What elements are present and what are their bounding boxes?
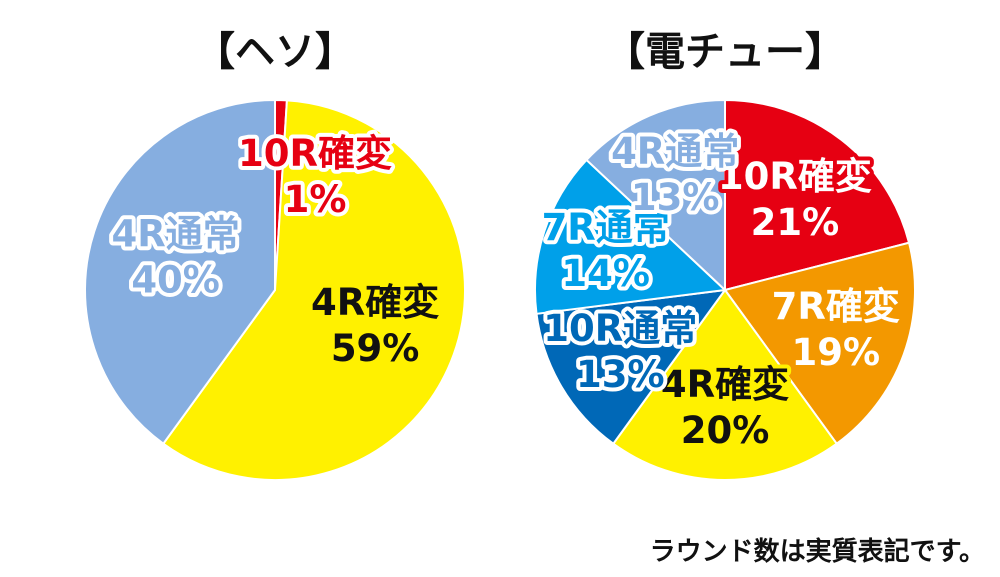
denchu-slice-5-label: 7R通常 bbox=[542, 206, 670, 249]
denchu-slice-6 bbox=[585, 98, 726, 293]
denchu-slice-3-label: 4R確変 bbox=[661, 363, 789, 406]
denchu-slice-4-label: 10R通常 bbox=[543, 307, 697, 350]
footnote: ラウンド数は実質表記です。 bbox=[650, 536, 985, 567]
denchu-slice-1-value: 21% bbox=[751, 201, 840, 244]
denchu-slice-6-label: 4R通常 bbox=[611, 130, 739, 173]
denchu-slice-3 bbox=[611, 288, 839, 481]
heso-slice-1-label: 10R確変 bbox=[238, 132, 392, 175]
denchu-slice-4 bbox=[535, 288, 728, 446]
chart-title-denchu: 【電チュー】 bbox=[605, 29, 845, 75]
denchu-slice-1 bbox=[724, 98, 911, 292]
denchu-slice-2-label: 7R確変 bbox=[772, 285, 900, 328]
heso-slice-1-value: 1% bbox=[284, 178, 347, 221]
denchu-slice-5-value: 14% bbox=[561, 252, 650, 295]
heso-slice-3-value: 40% bbox=[131, 259, 220, 302]
heso-slice-2-value: 59% bbox=[331, 327, 420, 370]
heso-slice-3-label: 4R通常 bbox=[111, 213, 239, 256]
denchu-slice-2 bbox=[723, 241, 916, 446]
pie-chart-denchu: 【電チュー】 10R確変21%7R確変19%4R確変20%10R通常13%7R通… bbox=[534, 29, 916, 481]
denchu-slices bbox=[534, 98, 916, 481]
denchu-slice-6-value: 13% bbox=[631, 176, 720, 219]
denchu-labels: 10R確変21%7R確変19%4R確変20%10R通常13%7R通常14%4R通… bbox=[538, 126, 904, 456]
heso-slice-2-label: 4R確変 bbox=[311, 281, 439, 324]
chart-title-heso: 【ヘソ】 bbox=[195, 29, 355, 75]
heso-slice-3 bbox=[84, 98, 276, 446]
heso-slices bbox=[84, 98, 466, 481]
denchu-slice-1-label: 10R確変 bbox=[718, 155, 872, 198]
denchu-slice-4-value: 13% bbox=[576, 353, 665, 396]
denchu-slice-2-value: 19% bbox=[792, 331, 881, 374]
denchu-slice-3-value: 20% bbox=[681, 409, 770, 452]
heso-slice-2 bbox=[161, 99, 466, 481]
denchu-slice-5 bbox=[534, 158, 728, 315]
